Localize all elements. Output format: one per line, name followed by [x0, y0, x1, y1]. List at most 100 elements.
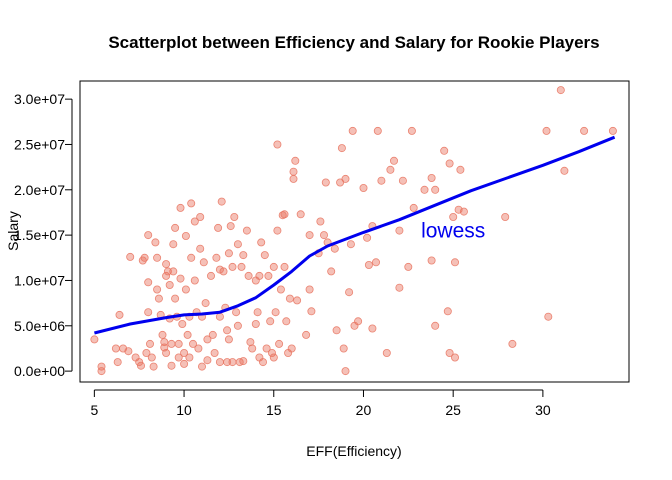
data-point: [97, 362, 106, 371]
data-point: [501, 212, 510, 221]
data-point: [242, 226, 251, 235]
data-point: [144, 308, 153, 317]
data-point: [255, 271, 264, 280]
data-point: [389, 156, 398, 165]
data-point: [215, 358, 224, 367]
data-point: [153, 285, 162, 294]
data-point: [345, 288, 354, 297]
data-point: [307, 307, 316, 316]
data-point: [445, 159, 454, 168]
data-point: [336, 178, 345, 187]
data-point: [178, 319, 187, 328]
data-point: [305, 285, 314, 294]
data-point: [239, 251, 248, 260]
data-point: [147, 353, 156, 362]
data-point: [302, 330, 311, 339]
data-point: [171, 294, 180, 303]
data-point: [260, 251, 269, 260]
data-point: [427, 173, 436, 182]
data-point: [280, 262, 289, 271]
data-point: [373, 126, 382, 135]
data-point: [377, 176, 386, 185]
data-point: [276, 285, 285, 294]
data-point: [431, 321, 440, 330]
x-tick-label: 20: [356, 402, 372, 418]
data-point: [165, 280, 174, 289]
data-point: [183, 330, 192, 339]
data-point: [185, 353, 194, 362]
data-point: [169, 267, 178, 276]
data-point: [190, 217, 199, 226]
data-point: [287, 344, 296, 353]
data-point: [160, 338, 169, 347]
data-point: [271, 308, 280, 317]
data-point: [296, 210, 305, 219]
data-point: [341, 367, 350, 376]
data-point: [266, 317, 275, 326]
data-point: [269, 353, 278, 362]
y-tick-label: 2.0e+07: [14, 182, 65, 198]
data-point: [316, 217, 325, 226]
data-point: [354, 317, 363, 326]
data-point: [339, 344, 348, 353]
data-point: [180, 348, 189, 357]
data-point: [608, 126, 617, 135]
data-point: [332, 326, 341, 335]
data-point: [142, 348, 151, 357]
data-point: [409, 203, 418, 212]
data-point: [167, 339, 176, 348]
data-point: [187, 253, 196, 262]
data-point: [162, 271, 171, 280]
data-point: [327, 267, 336, 276]
x-tick-label: 30: [535, 402, 551, 418]
data-point: [169, 240, 178, 249]
data-point: [223, 326, 232, 335]
data-point: [386, 165, 395, 174]
y-tick-label: 5.0e+06: [14, 318, 65, 334]
data-point: [330, 244, 339, 253]
data-point: [181, 285, 190, 294]
data-point: [210, 348, 219, 357]
data-point: [560, 166, 569, 175]
data-point: [215, 265, 224, 274]
data-point: [97, 367, 106, 376]
data-point: [280, 210, 289, 219]
data-point: [208, 330, 217, 339]
data-point: [176, 274, 185, 283]
data-point: [398, 176, 407, 185]
data-point: [167, 361, 176, 370]
data-point: [267, 348, 276, 357]
data-point: [248, 344, 257, 353]
data-point: [149, 362, 158, 371]
data-point: [126, 252, 135, 261]
data-point: [171, 223, 180, 232]
data-point: [337, 144, 346, 153]
plot-frame: [79, 80, 630, 383]
data-point: [269, 262, 278, 271]
data-point: [180, 359, 189, 368]
data-point: [431, 185, 440, 194]
data-point: [224, 249, 233, 258]
lowess-line: [94, 135, 616, 335]
data-point: [174, 339, 183, 348]
data-point: [153, 253, 162, 262]
data-point: [224, 335, 233, 344]
data-point: [359, 183, 368, 192]
data-point: [544, 312, 553, 321]
data-point: [251, 319, 260, 328]
points-layer: [90, 86, 617, 376]
x-tick-label: 15: [266, 402, 282, 418]
y-tick-label: 0.0e+00: [14, 363, 65, 379]
data-point: [239, 357, 248, 366]
data-point: [90, 335, 99, 344]
data-point: [291, 156, 300, 165]
chart-title: Scatterplot between Efficiency and Salar…: [108, 33, 599, 52]
data-point: [364, 260, 373, 269]
data-point: [289, 174, 298, 183]
data-point: [233, 321, 242, 330]
data-point: [348, 126, 357, 135]
data-point: [275, 339, 284, 348]
data-point: [341, 174, 350, 183]
data-point: [206, 271, 215, 280]
data-point: [404, 262, 413, 271]
